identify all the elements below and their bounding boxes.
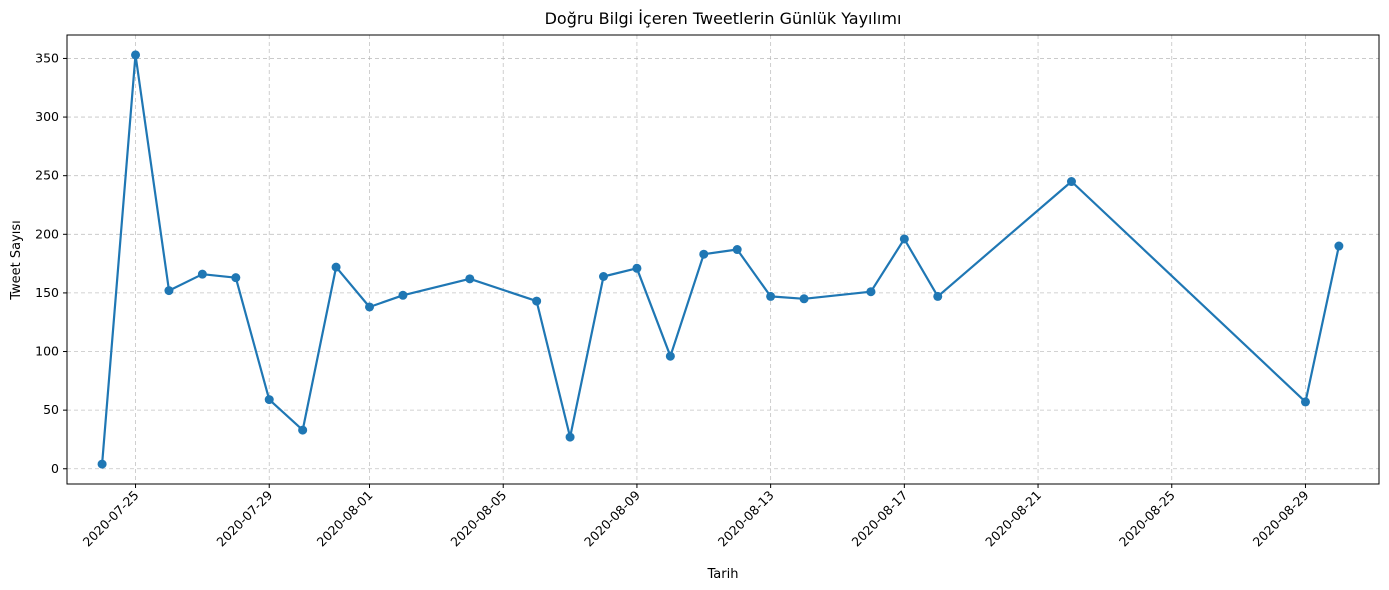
x-tick-label: 2020-08-29 — [1250, 487, 1312, 549]
data-point — [298, 425, 308, 435]
data-point — [398, 290, 408, 300]
data-point — [131, 50, 141, 60]
y-tick-label: 200 — [35, 226, 59, 241]
data-point — [632, 263, 642, 273]
data-point — [197, 269, 207, 279]
y-tick-label: 0 — [51, 461, 59, 476]
data-point — [933, 291, 943, 301]
x-axis-label: Tarih — [707, 567, 739, 582]
data-point — [264, 395, 274, 405]
y-tick-label: 100 — [35, 344, 59, 359]
data-point — [331, 262, 341, 272]
data-point — [465, 274, 475, 284]
plot-frame — [66, 34, 1380, 485]
data-point — [1066, 177, 1076, 187]
data-point — [766, 291, 776, 301]
chart-title: Doğru Bilgi İçeren Tweetlerin Günlük Yay… — [545, 9, 902, 28]
data-point — [97, 459, 107, 469]
x-tick-label: 2020-07-25 — [80, 488, 142, 550]
data-point — [164, 286, 174, 296]
y-axis-label: Tweet Sayısı — [9, 220, 24, 301]
y-tick-label: 300 — [35, 109, 59, 124]
series-line — [101, 53, 1340, 465]
data-point — [665, 351, 675, 361]
y-tick-label: 50 — [43, 402, 59, 417]
y-tick-label: 150 — [35, 285, 59, 300]
x-tick-label: 2020-08-01 — [314, 488, 376, 550]
x-tick-label: 2020-08-17 — [848, 488, 910, 550]
x-tick-label: 2020-08-13 — [715, 488, 777, 550]
data-point — [231, 273, 241, 283]
data-point — [899, 234, 909, 244]
data-point — [532, 296, 542, 306]
y-tick-label: 250 — [35, 168, 59, 183]
gridlines — [67, 35, 1379, 484]
x-tick-label: 2020-08-09 — [581, 487, 643, 549]
series-layer — [97, 50, 1344, 469]
x-tick-label: 2020-08-25 — [1116, 488, 1178, 550]
data-point — [699, 249, 709, 259]
x-tick-label: 2020-08-05 — [447, 488, 509, 550]
x-tick-label: 2020-08-21 — [982, 488, 1044, 550]
data-point — [799, 294, 809, 304]
y-tick-label: 350 — [35, 50, 59, 65]
data-point — [732, 245, 742, 255]
x-tick-label: 2020-07-29 — [213, 487, 275, 549]
axes: 0 50 100 150 200 250 300 350 2020-07-25 2020-07-2… — [35, 34, 1380, 550]
data-point — [365, 302, 375, 312]
data-point — [1300, 397, 1310, 407]
data-point — [1334, 241, 1344, 251]
data-point — [565, 432, 575, 442]
data-point — [598, 271, 608, 281]
data-point — [866, 287, 876, 297]
